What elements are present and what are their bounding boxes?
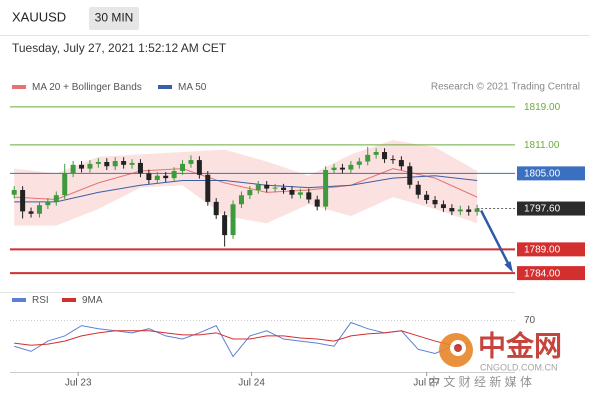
watermark-brand: 中金网: [478, 329, 562, 361]
candle-body: [70, 164, 76, 174]
candle-body: [314, 199, 320, 207]
forecast-arrow-head: [504, 261, 513, 273]
candle-body: [230, 204, 236, 236]
candle-body: [356, 161, 362, 165]
x-tick-label: Jul 27: [413, 378, 440, 389]
level-label: 1819.00: [524, 102, 561, 113]
source: Research © 2021 Trading Central: [431, 82, 580, 93]
legend-label: MA 20 + Bollinger Bands: [32, 82, 142, 93]
candle-body: [382, 152, 388, 160]
candle-body: [11, 190, 17, 195]
legend-swatch: [12, 85, 26, 89]
x-tick-label: Jul 23: [65, 378, 92, 389]
level-label: 1811.00: [524, 140, 560, 151]
timeframe[interactable]: 30 MIN: [95, 11, 134, 25]
candle-body: [348, 164, 354, 170]
candle-body: [36, 205, 42, 214]
candle-body: [154, 175, 160, 181]
candle-body: [205, 174, 211, 202]
candle-body: [424, 194, 430, 200]
candle-body: [171, 171, 177, 179]
indicator-line: [14, 330, 469, 347]
candle-body: [390, 159, 396, 161]
candle-body: [432, 199, 438, 205]
candle-body: [112, 161, 118, 167]
candle-body: [180, 163, 186, 171]
candle-body: [45, 201, 51, 206]
candle-body: [188, 160, 194, 164]
moving-average: [14, 168, 478, 201]
candle-body: [373, 152, 379, 155]
candle-body: [247, 190, 253, 196]
watermark: 中金网 CNGOLD.COM.CN 中 文 财 经 新 媒 体: [428, 329, 562, 389]
watermark-domain: CNGOLD.COM.CN: [480, 362, 558, 372]
candle-body: [20, 190, 26, 212]
candle-body: [79, 164, 85, 169]
candle-body: [457, 209, 463, 212]
candle-body: [466, 209, 472, 212]
candle-body: [255, 184, 261, 190]
level-box: [517, 166, 585, 181]
y-tick-label: 70: [524, 315, 536, 326]
candle-body: [163, 175, 169, 179]
candle-body: [121, 161, 127, 165]
legend-label: 9MA: [82, 295, 103, 306]
timestamp: Tuesday, July 27, 2021 1:52:12 AM CET: [12, 41, 227, 55]
candle-body: [137, 162, 143, 174]
candle-body: [28, 211, 34, 214]
candle-body: [104, 161, 110, 167]
legend-swatch: [12, 298, 26, 302]
timeframe-button[interactable]: [89, 7, 139, 30]
candle-body: [449, 208, 455, 212]
candle-body: [222, 215, 228, 236]
candle-body: [281, 187, 287, 190]
candle-body: [146, 173, 152, 181]
level-label: 1784.00: [524, 268, 561, 279]
symbol: XAUUSD: [12, 9, 66, 24]
candle-body: [398, 160, 404, 167]
candle-body: [331, 167, 337, 171]
level-label: 1789.00: [524, 245, 561, 256]
candle-body: [272, 187, 278, 189]
candle-body: [440, 204, 446, 209]
level-label: 1797.60: [524, 204, 561, 215]
candle-body: [339, 167, 345, 170]
moving-average: [14, 175, 478, 203]
level-box: [517, 266, 585, 281]
candle-body: [213, 201, 219, 216]
candle-body: [53, 195, 59, 202]
candle-body: [196, 160, 202, 175]
candle-body: [365, 154, 371, 162]
candle-body: [323, 170, 329, 207]
candle-body: [95, 161, 101, 164]
forecast-arrow: [480, 209, 513, 270]
level-box: [517, 242, 585, 257]
candle-body: [238, 195, 244, 205]
candle-body: [129, 162, 135, 165]
candle-body: [407, 166, 413, 185]
candle-body: [474, 208, 480, 212]
legend-label: MA 50: [178, 82, 207, 93]
level-label: 1805.00: [524, 169, 561, 180]
watermark-slogan: 中 文 财 经 新 媒 体: [428, 374, 532, 389]
candle-body: [62, 173, 68, 196]
level-box: [517, 201, 585, 216]
candle-body: [297, 192, 303, 195]
candle-body: [264, 184, 270, 189]
watermark-logo-dot: [454, 344, 462, 352]
legend-swatch: [158, 85, 172, 89]
x-tick-label: Jul 24: [238, 378, 265, 389]
legend-swatch: [62, 298, 76, 302]
candle-body: [415, 184, 421, 195]
candle-body: [87, 163, 93, 169]
legend-label: RSI: [32, 295, 49, 306]
candle-body: [289, 190, 295, 195]
candle-body: [306, 192, 312, 200]
